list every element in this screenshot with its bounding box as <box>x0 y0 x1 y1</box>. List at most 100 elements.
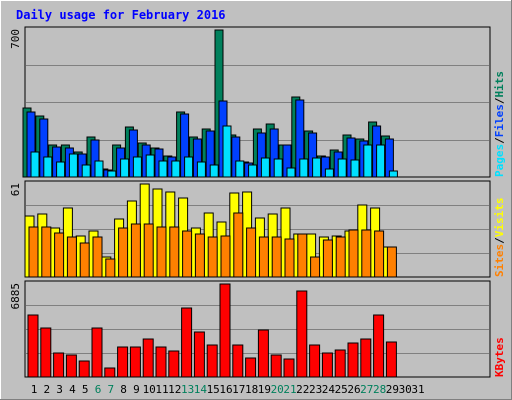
bar-pages-day-3 <box>56 161 66 178</box>
bar-sites-day-17 <box>233 212 244 278</box>
bar-pages-day-26 <box>350 159 360 178</box>
y-max-label: 6885 <box>9 283 22 310</box>
x-tick-label-day-3: 3 <box>56 383 63 396</box>
x-tick-label-day-22: 22 <box>296 383 309 396</box>
bar-pages-day-27 <box>363 144 373 178</box>
bar-pages-day-8 <box>120 158 130 178</box>
bar-pages-day-29 <box>388 170 398 178</box>
legend-kbytes: KBytes <box>493 337 506 377</box>
bar-sites-day-22 <box>297 233 308 278</box>
x-tick-label-day-9: 9 <box>133 383 140 396</box>
bar-kbytes-day-27 <box>360 338 372 378</box>
legend-visits-sites: Sites/Visits <box>493 198 506 278</box>
bar-kbytes-day-1 <box>27 314 39 378</box>
bar-pages-day-2 <box>43 156 53 178</box>
bar-sites-day-1 <box>28 226 39 278</box>
bar-kbytes-day-5 <box>78 360 90 378</box>
x-tick-label-day-31: 31 <box>411 383 424 396</box>
bar-kbytes-day-13 <box>181 307 193 378</box>
x-tick-label-day-11: 11 <box>155 383 168 396</box>
bar-sites-day-11 <box>156 226 167 278</box>
bar-sites-day-8 <box>118 227 129 278</box>
bar-pages-day-12 <box>171 160 181 178</box>
bar-kbytes-day-10 <box>142 338 154 378</box>
bar-kbytes-day-2 <box>40 327 52 378</box>
bar-kbytes-day-3 <box>53 352 65 378</box>
x-tick-label-day-16: 16 <box>219 383 232 396</box>
bar-sites-day-25 <box>335 236 346 278</box>
bar-pages-day-24 <box>324 168 334 178</box>
legend-sites: Sites <box>493 244 506 277</box>
bar-pages-day-9 <box>132 156 142 178</box>
bar-sites-day-21 <box>284 238 295 278</box>
bar-kbytes-day-22 <box>296 290 308 378</box>
bar-pages-day-1 <box>30 151 40 178</box>
legend-pages: Pages <box>493 144 506 177</box>
x-tick-label-day-23: 23 <box>309 383 322 396</box>
y-max-label: 61 <box>9 183 22 196</box>
bar-sites-day-26 <box>348 229 359 278</box>
bar-sites-day-18 <box>246 227 257 278</box>
x-tick-label-day-25: 25 <box>335 383 348 396</box>
bar-pages-day-23 <box>312 157 322 178</box>
bar-sites-day-20 <box>271 236 282 278</box>
bar-sites-day-19 <box>258 236 269 278</box>
legend-hits-files-pages: Pages/Files/Hits <box>493 71 506 177</box>
legend-separator: / <box>493 137 506 144</box>
bar-sites-day-29 <box>386 246 397 278</box>
x-tick-label-day-29: 29 <box>386 383 399 396</box>
x-tick-label-day-2: 2 <box>43 383 50 396</box>
bar-pages-day-19 <box>260 157 270 178</box>
x-tick-label-day-28: 28 <box>373 383 386 396</box>
x-tick-label-day-6: 6 <box>95 383 102 396</box>
bar-pages-day-18 <box>248 164 258 178</box>
bar-pages-day-20 <box>273 158 283 178</box>
legend-separator: / <box>493 237 506 244</box>
x-tick-label-day-13: 13 <box>181 383 194 396</box>
legend-files: Files <box>493 104 506 137</box>
bar-sites-day-13 <box>182 230 193 278</box>
bar-kbytes-day-6 <box>91 327 103 378</box>
bar-kbytes-day-21 <box>283 358 295 378</box>
bar-pages-day-21 <box>286 167 296 178</box>
bar-kbytes-day-17 <box>232 344 244 378</box>
x-tick-label-day-4: 4 <box>69 383 76 396</box>
x-tick-label-day-1: 1 <box>31 383 38 396</box>
bar-pages-day-5 <box>81 164 91 178</box>
legend-separator: / <box>493 97 506 104</box>
bar-kbytes-day-25 <box>334 349 346 378</box>
bar-kbytes-day-12 <box>168 350 180 378</box>
bar-pages-day-25 <box>337 158 347 178</box>
bar-sites-day-15 <box>207 236 218 278</box>
bar-sites-day-3 <box>54 232 65 278</box>
bar-sites-day-28 <box>374 230 385 278</box>
bar-sites-day-4 <box>66 236 77 278</box>
bar-kbytes-day-26 <box>347 342 359 378</box>
bar-pages-day-7 <box>107 170 117 178</box>
legend-visits: Visits <box>493 198 506 238</box>
bar-kbytes-day-19 <box>257 329 269 378</box>
bar-kbytes-day-4 <box>65 354 77 378</box>
bar-sites-day-27 <box>361 229 372 278</box>
bar-kbytes-day-9 <box>129 346 141 378</box>
bar-kbytes-day-11 <box>155 346 167 378</box>
bar-sites-day-6 <box>92 236 103 278</box>
bar-sites-day-12 <box>169 226 180 278</box>
x-tick-label-day-26: 26 <box>347 383 360 396</box>
bar-kbytes-day-23 <box>309 344 321 378</box>
bar-kbytes-day-29 <box>385 341 397 378</box>
bar-kbytes-day-18 <box>245 357 257 378</box>
x-tick-label-day-24: 24 <box>322 383 336 396</box>
x-tick-label-day-21: 21 <box>283 383 296 396</box>
bar-pages-day-22 <box>299 158 309 178</box>
bar-kbytes-day-14 <box>193 331 205 378</box>
legend-hits: Hits <box>493 71 506 98</box>
bar-sites-day-7 <box>105 258 116 278</box>
x-tick-label-day-12: 12 <box>168 383 181 396</box>
bar-sites-day-14 <box>194 233 205 278</box>
bar-kbytes-day-24 <box>321 352 333 378</box>
bar-sites-day-23 <box>310 256 321 278</box>
bar-sites-day-24 <box>322 239 333 278</box>
